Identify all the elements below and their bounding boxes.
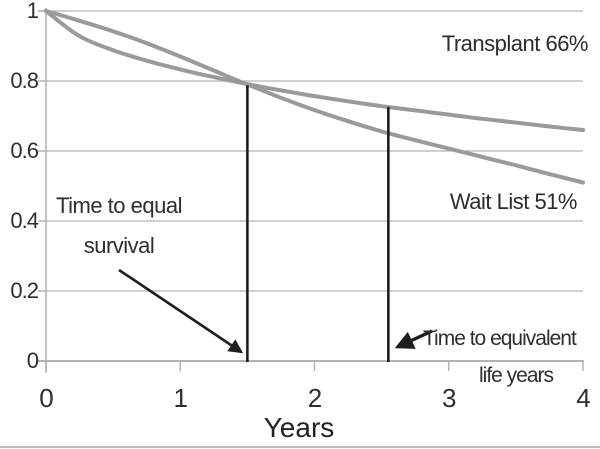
transplant-series-label: Transplant 66%	[441, 31, 589, 56]
time-to-equal-survival-annotation: Time to equal survival	[50, 186, 188, 266]
y-tick-label-0.2: 0.2	[10, 278, 39, 303]
x-tick-label-3: 3	[442, 383, 456, 413]
marker-lines	[246, 85, 390, 362]
equal-survival-arrow	[118, 268, 244, 354]
x-tick-label-0: 0	[39, 383, 53, 413]
axes	[38, 8, 584, 373]
y-tick-label-0.6: 0.6	[10, 138, 39, 163]
y-tick-label-0.4: 0.4	[10, 208, 39, 233]
time-to-equivalent-annotation-line2: life years	[478, 364, 554, 387]
y-tick-label-1: 1	[26, 0, 39, 23]
annotation-line: survival	[83, 233, 155, 258]
x-axis-title: Years	[263, 412, 335, 443]
equivalent-life-years-arrow	[394, 329, 433, 349]
curve-wait-list	[44, 9, 585, 185]
x-tick-label-4: 4	[576, 383, 590, 413]
survival-curves	[44, 9, 585, 185]
gridlines	[46, 10, 583, 292]
x-tick-label-1: 1	[173, 383, 188, 413]
annotation-arrows	[118, 268, 433, 354]
waitlist-series-label: Wait List 51%	[449, 189, 578, 214]
y-tick-label-0.8: 0.8	[10, 68, 39, 93]
curve-transplant	[44, 9, 585, 132]
y-tick-label-0: 0	[26, 348, 39, 373]
figure-bottom-edge	[0, 446, 600, 448]
annotation-line: Time to equal	[56, 193, 182, 218]
time-to-equivalent-annotation-line1: Time to equivalent	[423, 327, 577, 350]
x-tick-label-2: 2	[307, 383, 322, 413]
